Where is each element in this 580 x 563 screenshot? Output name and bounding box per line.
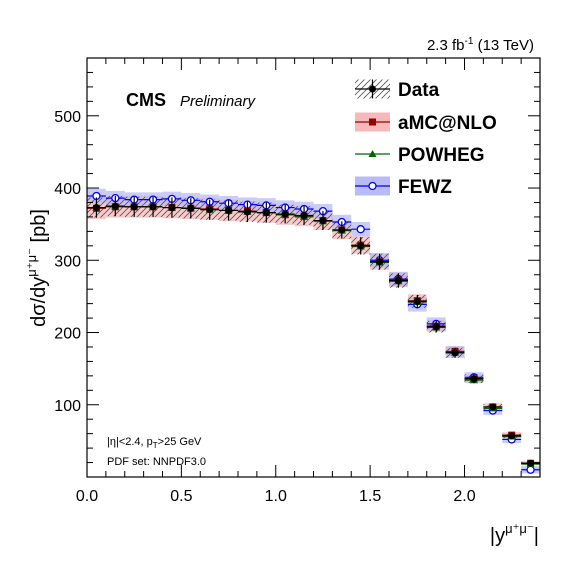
series-markers bbox=[87, 191, 540, 474]
data-point-4 bbox=[168, 204, 176, 212]
data-point-17 bbox=[413, 297, 421, 305]
y-tick-label-2: 300 bbox=[54, 253, 81, 270]
data-uncertainty-hatch bbox=[87, 195, 540, 465]
data-point-23 bbox=[527, 459, 535, 467]
data-point-12 bbox=[319, 217, 327, 225]
y-tick-label-3: 400 bbox=[54, 181, 81, 198]
data-point-13 bbox=[338, 226, 346, 234]
data-point-19 bbox=[451, 349, 459, 357]
data-point-9 bbox=[262, 209, 270, 217]
data-point-22 bbox=[508, 432, 516, 440]
legend-amcnlo-marker bbox=[369, 118, 376, 126]
data-point-11 bbox=[300, 211, 308, 219]
preliminary-label: Preliminary bbox=[180, 93, 257, 110]
lumi-energy: (13 TeV) bbox=[478, 37, 534, 54]
data-point-18 bbox=[432, 323, 440, 331]
fewz-point-23 bbox=[526, 465, 535, 474]
legend-powheg-label: POWHEG bbox=[398, 145, 485, 166]
annotation-pdf-set: PDF set: NNPDF3.0 bbox=[107, 456, 206, 468]
fewz-point-14 bbox=[356, 225, 365, 234]
data-point-21 bbox=[489, 403, 497, 411]
x-tick-label-0: 0.0 bbox=[76, 488, 98, 505]
data-point-7 bbox=[225, 206, 233, 214]
data-point-8 bbox=[243, 208, 251, 216]
annotation-eta-pt: |η|<2.4, pT>25 GeV bbox=[107, 436, 202, 450]
x-tick-label-4: 2.0 bbox=[453, 488, 475, 505]
lumi-label: 2.3 fb-1 (13 TeV) bbox=[427, 36, 534, 54]
data-point-2 bbox=[130, 203, 138, 211]
y-tick-label-4: 500 bbox=[54, 109, 81, 126]
data-point-14 bbox=[357, 242, 365, 250]
legend-data-marker bbox=[369, 85, 376, 93]
lumi-value: 2.3 fb bbox=[427, 37, 465, 54]
y-axis-label: dσ/dyμ⁺μ⁻ [pb] bbox=[24, 209, 50, 327]
data-point-0 bbox=[92, 204, 100, 212]
y-tick-label-0: 100 bbox=[54, 398, 81, 415]
x-axis-label: |yμ⁺μ⁻| bbox=[490, 521, 539, 547]
data-point-20 bbox=[470, 375, 478, 383]
cms-label: CMS bbox=[126, 90, 166, 110]
data-point-6 bbox=[206, 206, 214, 214]
data-point-5 bbox=[187, 204, 195, 212]
plot-frame bbox=[86, 57, 541, 478]
uncertainty-bands bbox=[87, 188, 540, 474]
axis-ticks: 0.0 0.5 1.0 1.5 2.0 100 200 300 400 500 bbox=[54, 58, 541, 505]
lumi-sup: -1 bbox=[465, 36, 474, 47]
data-point-10 bbox=[281, 210, 289, 218]
legend-amcnlo-label: aMC@NLO bbox=[398, 113, 497, 134]
legend-fewz-marker bbox=[368, 181, 377, 191]
x-tick-label-3: 1.5 bbox=[359, 488, 381, 505]
legend-powheg-marker bbox=[368, 150, 377, 157]
legend-fewz-label: FEWZ bbox=[398, 177, 452, 198]
data-point-3 bbox=[149, 203, 157, 211]
x-tick-label-1: 0.5 bbox=[170, 488, 192, 505]
y-tick-label-1: 200 bbox=[54, 326, 81, 343]
x-tick-label-2: 1.0 bbox=[265, 488, 287, 505]
data-point-16 bbox=[394, 277, 402, 285]
data-point-15 bbox=[376, 258, 384, 266]
data-point-1 bbox=[111, 202, 119, 210]
legend: Data aMC@NLO POWHEG FEWZ bbox=[355, 79, 497, 198]
legend-data-label: Data bbox=[398, 80, 440, 101]
